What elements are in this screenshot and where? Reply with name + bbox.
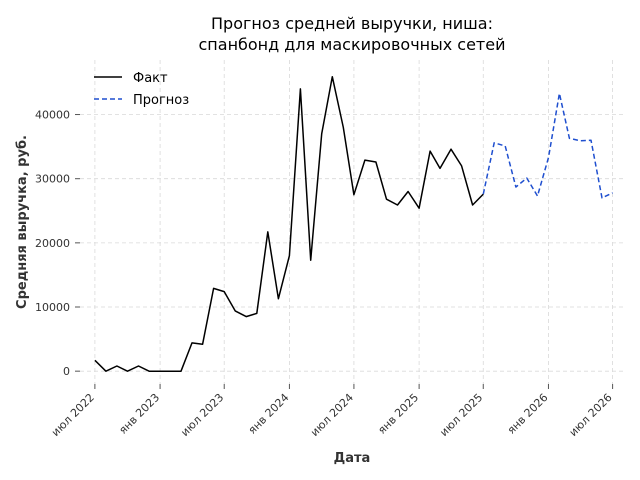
- series-line-fact: [94, 75, 484, 372]
- x-tick-label: июл 2023: [178, 391, 226, 439]
- grid: [80, 60, 625, 384]
- y-tick-label: 0: [63, 365, 70, 378]
- y-axis-label: Средняя выручка, руб.: [15, 135, 30, 309]
- y-tick-label: 30000: [35, 173, 70, 186]
- x-tick-label: июл 2024: [308, 391, 356, 439]
- x-tick-label: янв 2025: [375, 391, 421, 437]
- y-tick-label: 10000: [35, 301, 70, 314]
- x-tick-label: янв 2024: [246, 391, 292, 437]
- legend: Факт Прогноз: [94, 71, 189, 108]
- chart-title-line-2: спанбонд для маскировочных сетей: [199, 35, 506, 54]
- x-tick-label: янв 2023: [116, 391, 162, 437]
- legend-label: Прогноз: [133, 93, 189, 108]
- axis-ticks: 0 10000 20000 30000 40000 июл 2022 янв 2023 июл…: [35, 109, 615, 439]
- y-tick-label: 40000: [35, 109, 70, 122]
- y-tick-label: 20000: [35, 237, 70, 250]
- legend-label: Факт: [133, 71, 168, 86]
- chart-title-line-1: Прогноз средней выручки, ниша:: [211, 14, 493, 33]
- series: [94, 75, 613, 372]
- x-tick-label: июл 2022: [49, 391, 97, 439]
- x-tick-label: июл 2026: [567, 391, 615, 439]
- x-tick-label: янв 2026: [505, 391, 551, 437]
- x-tick-label: июл 2025: [437, 391, 485, 439]
- x-axis-label: Дата: [334, 451, 371, 466]
- series-line-forecast: [482, 92, 613, 199]
